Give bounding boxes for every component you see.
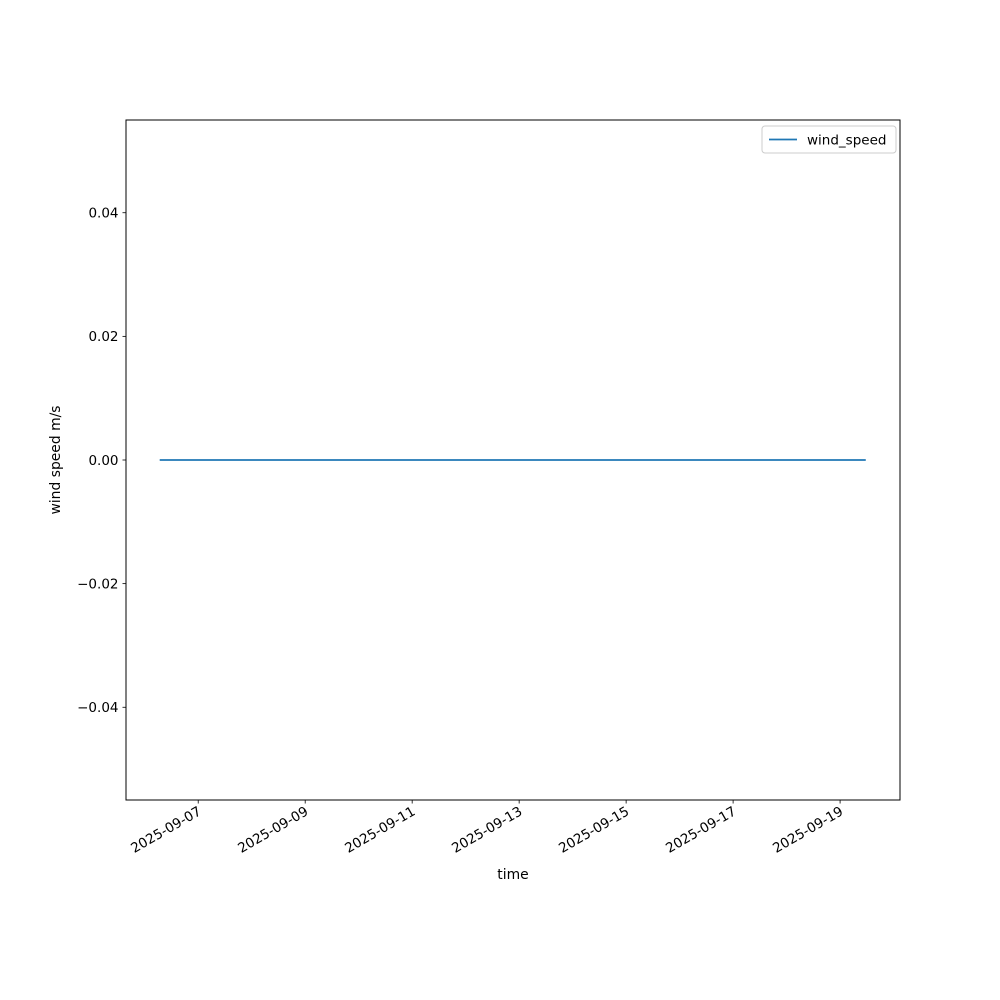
legend-label: wind_speed <box>807 132 886 148</box>
y-tick-label: 0.00 <box>88 453 118 469</box>
y-axis-label: wind speed m/s <box>48 405 64 514</box>
y-tick-label: 0.04 <box>88 206 118 222</box>
x-tick-label: 2025-09-13 <box>449 804 525 857</box>
y-tick-label: −0.02 <box>77 576 118 592</box>
x-axis-label: time <box>497 867 528 883</box>
x-tick-label: 2025-09-17 <box>663 804 739 857</box>
plot-area: 2025-09-07 2025-09-09 2025-09-11 2025-09-13… <box>77 119 901 857</box>
x-tick-label: 2025-09-19 <box>770 804 846 857</box>
x-tick-label: 2025-09-11 <box>342 804 418 857</box>
x-tick-label: 2025-09-15 <box>556 804 632 857</box>
y-tick-label: 0.02 <box>88 329 118 345</box>
legend-box <box>761 125 897 154</box>
y-tick-label: −0.04 <box>77 700 118 716</box>
x-tick-label: 2025-09-07 <box>128 804 204 857</box>
x-tick-label: 2025-09-09 <box>235 804 311 857</box>
